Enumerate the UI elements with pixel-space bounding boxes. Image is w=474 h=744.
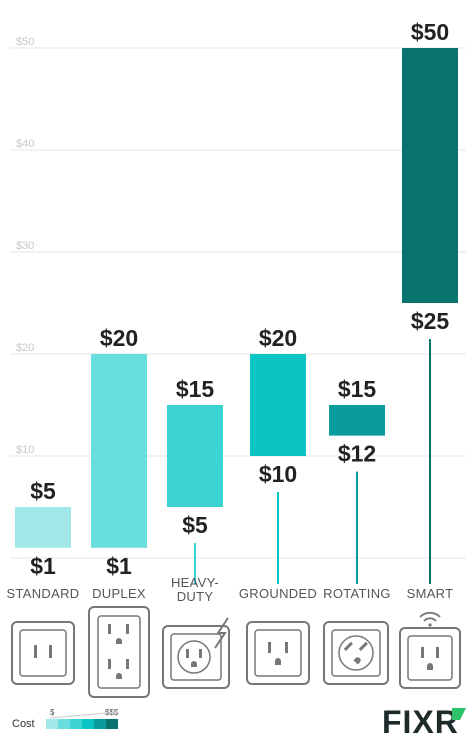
bar-standard (15, 507, 71, 548)
fixr-logo-text: FIXR (382, 704, 459, 740)
fixr-logo: FIXR (382, 704, 466, 740)
cost-legend: Cost $ $$$ (12, 708, 119, 730)
category-label: DUTY (177, 589, 214, 604)
value-labels: $5 $1 $20 $1 $15 $5 $20 $10 $15 $12 $50 $25 (30, 19, 449, 579)
high-label: $20 (259, 325, 297, 351)
grounded-outlet-icon (246, 621, 310, 685)
legend-swatch (46, 719, 58, 729)
category-label: ROTATING (323, 586, 391, 601)
legend-swatch (94, 719, 106, 729)
legend-swatch (58, 719, 70, 729)
bar-grounded (250, 354, 306, 456)
bar-rotating (329, 405, 385, 436)
leader-lines (194, 339, 431, 584)
y-axis: $10 $20 $30 $40 $50 (16, 36, 34, 456)
low-label: $12 (338, 441, 376, 467)
bar-smart (402, 48, 458, 303)
high-label: $15 (338, 376, 377, 402)
outlet-icons (11, 606, 461, 698)
legend-swatch (106, 719, 118, 729)
rotating-outlet-icon (323, 621, 389, 685)
low-label: $10 (259, 461, 297, 487)
low-label: $1 (30, 553, 56, 579)
y-tick-label: $20 (16, 342, 34, 354)
low-label: $25 (411, 308, 450, 334)
legend-low: $ (50, 708, 55, 717)
y-tick-label: $40 (16, 138, 34, 150)
category-label: DUPLEX (92, 586, 146, 601)
legend-swatches (46, 719, 118, 729)
high-label: $5 (30, 478, 56, 504)
category-labels: STANDARD DUPLEX HEAVY-DUTY GROUNDED ROTATING… (7, 575, 454, 604)
legend-swatch (70, 719, 82, 729)
heavy-duty-outlet-icon (162, 617, 230, 689)
fixr-accent-icon (452, 708, 466, 720)
low-label: $5 (182, 512, 208, 538)
duplex-outlet-icon (88, 606, 150, 698)
bar-heavy-duty (167, 405, 223, 507)
category-label: STANDARD (7, 586, 80, 601)
smart-outlet-icon (399, 611, 461, 689)
y-tick-label: $50 (16, 36, 34, 48)
high-label: $20 (100, 325, 138, 351)
y-tick-label: $10 (16, 444, 34, 456)
y-tick-label: $30 (16, 240, 34, 252)
low-label: $1 (106, 553, 132, 579)
legend-swatch (82, 719, 94, 729)
high-label: $15 (176, 376, 215, 402)
legend-label: Cost (12, 718, 35, 730)
bar-duplex (91, 354, 147, 548)
category-label: HEAVY- (171, 575, 219, 590)
high-label: $50 (411, 19, 449, 45)
standard-outlet-icon (11, 621, 75, 685)
category-label: SMART (407, 586, 454, 601)
category-label: GROUNDED (239, 586, 317, 601)
bars (15, 48, 458, 548)
grid (10, 47, 466, 559)
